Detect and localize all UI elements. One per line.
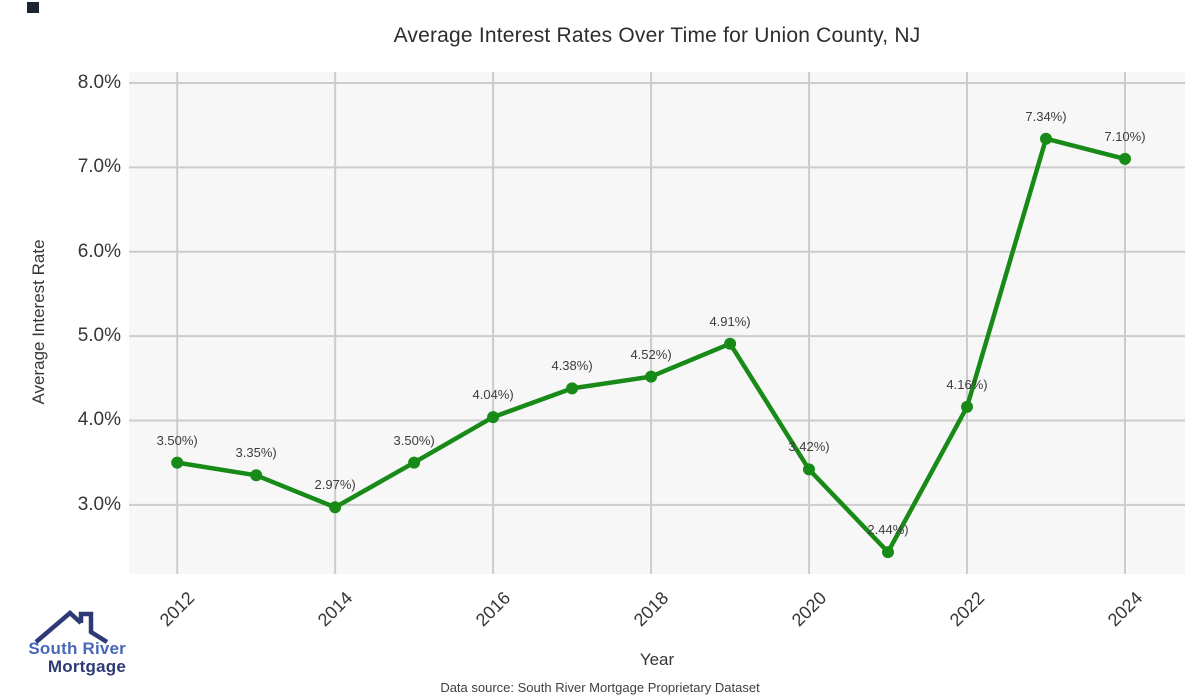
point-value-label: 3.35%) (235, 445, 277, 461)
data-point-marker (408, 456, 421, 469)
chart-title: Average Interest Rates Over Time for Uni… (393, 24, 921, 47)
data-point-marker (724, 337, 737, 350)
point-value-label: 3.42%) (788, 439, 830, 455)
point-value-label: 4.91%) (709, 313, 751, 329)
data-point-marker (1040, 132, 1052, 145)
y-tick-label: 5.0% (77, 325, 121, 347)
y-tick-label: 4.0% (77, 409, 121, 431)
plot-background (129, 72, 1185, 574)
data-point-marker (329, 501, 342, 514)
data-point-marker (566, 382, 579, 395)
y-tick-label: 6.0% (77, 240, 121, 262)
data-point-marker (1119, 152, 1131, 165)
data-point-marker (882, 546, 894, 559)
y-tick-label: 7.0% (77, 156, 121, 178)
x-axis-label: Year (639, 650, 675, 669)
point-value-label: 4.04%) (472, 387, 514, 403)
data-point-marker (645, 370, 658, 383)
point-value-label: 4.16%) (946, 376, 988, 392)
data-point-marker (961, 400, 973, 413)
point-value-label: 4.38%) (551, 358, 593, 374)
house-roof-icon (34, 610, 109, 644)
point-value-label: 7.34%) (1025, 108, 1067, 124)
data-source-note: Data source: South River Mortgage Propri… (440, 680, 760, 695)
point-value-label: 4.52%) (630, 346, 672, 362)
point-value-label: 3.50%) (156, 432, 198, 448)
point-value-label: 3.50%) (393, 432, 435, 448)
logo-text-south-river: South River (28, 639, 126, 658)
point-value-label: 2.44%) (867, 522, 909, 538)
data-point-marker (487, 411, 500, 424)
data-point-marker (803, 463, 815, 476)
y-tick-label: 3.0% (77, 493, 121, 515)
window-artifact (27, 2, 39, 13)
data-point-marker (171, 456, 184, 469)
y-tick-label: 8.0% (77, 71, 121, 93)
point-value-label: 2.97%) (314, 477, 356, 493)
data-point-marker (250, 469, 263, 482)
logo: South River Mortgage (16, 606, 126, 680)
logo-text-mortgage: Mortgage (47, 657, 126, 676)
point-value-label: 7.10%) (1104, 128, 1146, 144)
y-axis-label: Average Interest Rate (29, 239, 48, 405)
